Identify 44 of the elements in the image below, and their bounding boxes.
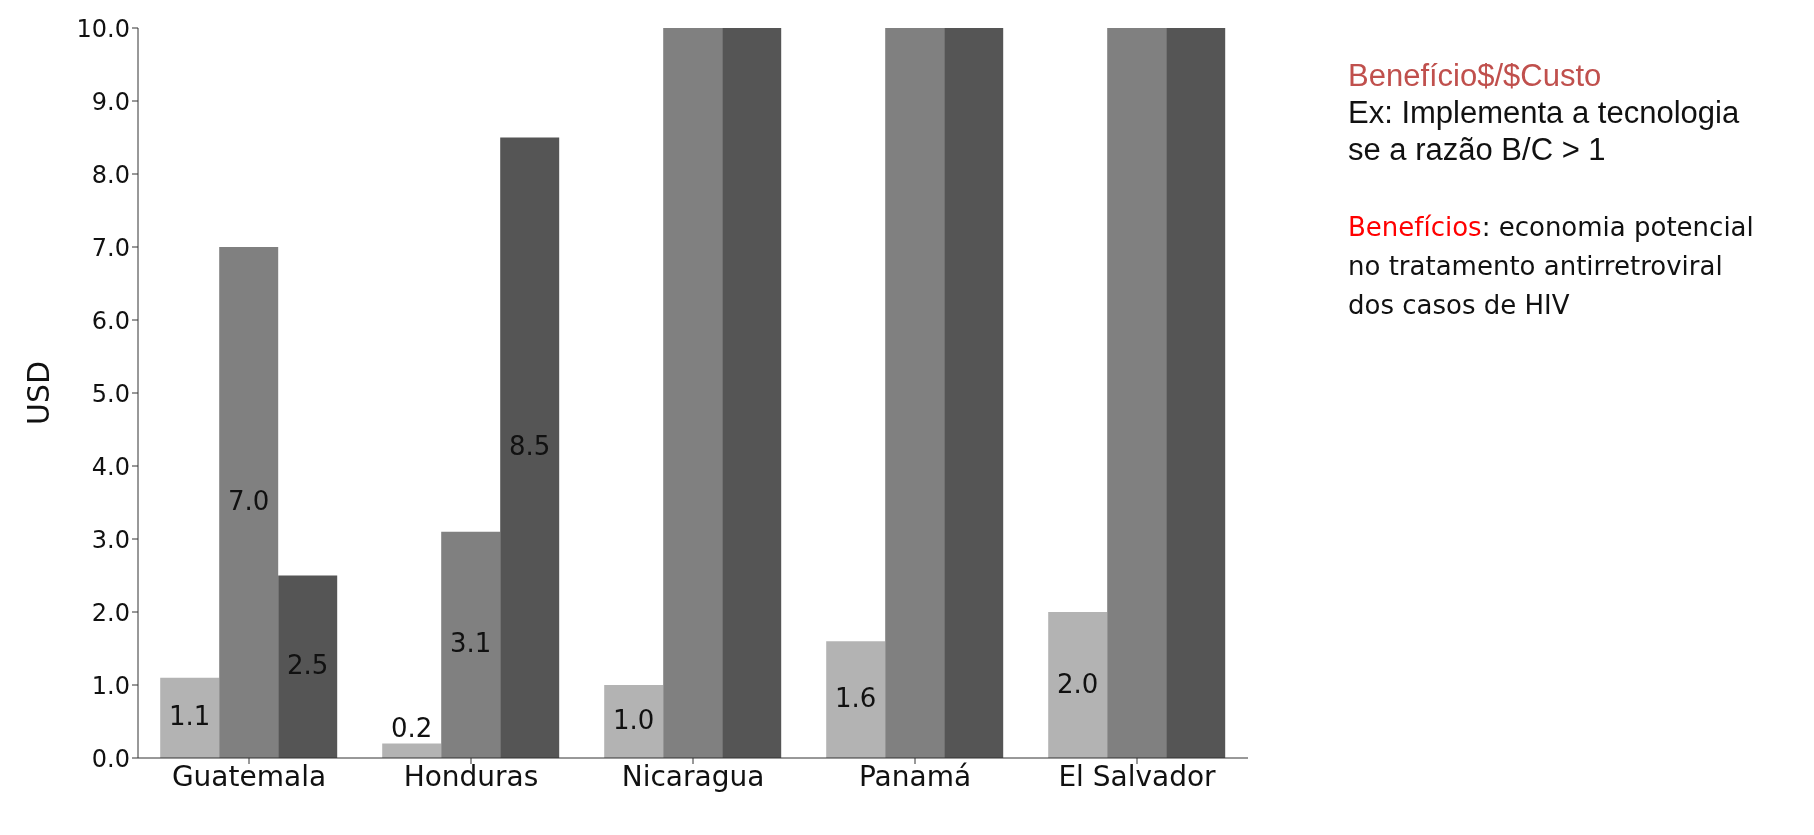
x-tick-label: Panamá: [858, 759, 972, 793]
data-label: 7.0: [228, 486, 270, 516]
bar: [663, 28, 723, 758]
x-tick-label: Nicaragua: [621, 759, 765, 793]
text: Benefícios: economia potencial no tratamento antirretroviral dos casos de HIV: [1348, 211, 1755, 323]
data-label: 1.1: [169, 701, 211, 732]
y-tick-label: 10.0: [76, 14, 130, 43]
text: Ex: Implementa a tecnologia se a razão B/C > 1: [1348, 94, 1741, 169]
bar: [944, 28, 1004, 758]
bar: [382, 743, 442, 758]
bar: [219, 247, 279, 758]
data-label: 2.5: [287, 650, 329, 681]
data-label: 3.1: [450, 628, 492, 659]
y-tick-label: 3.0: [91, 525, 130, 554]
data-label: 1.6: [835, 683, 877, 714]
y-tick-label: 1.0: [91, 671, 130, 700]
y-tick-label: 0.0: [91, 744, 130, 773]
bar: [722, 28, 782, 758]
bar: [826, 641, 886, 758]
bar: [1107, 28, 1167, 758]
bar: [604, 685, 664, 758]
y-tick-label: 2.0: [91, 598, 130, 627]
bar: [885, 28, 945, 758]
data-label: 1.0: [613, 705, 655, 735]
x-tick-label: Honduras: [403, 759, 539, 793]
text: Benefício$/$Custo: [1348, 58, 1603, 94]
bar: [1166, 28, 1226, 758]
data-label: 0.2: [391, 712, 433, 743]
bar: [1048, 612, 1108, 758]
x-tick-label: Guatemala: [171, 759, 327, 793]
bar: [500, 137, 560, 758]
bar: [278, 575, 338, 758]
y-axis-title: USD: [20, 360, 56, 426]
y-tick-label: 6.0: [91, 306, 130, 335]
y-tick-label: 8.0: [91, 160, 130, 189]
data-label: 2.0: [1057, 668, 1099, 699]
x-tick-label: El Salvador: [1058, 759, 1217, 793]
data-label: 8.5: [509, 431, 551, 462]
y-tick-label: 9.0: [91, 87, 130, 116]
y-tick-label: 7.0: [91, 233, 130, 262]
bar: [441, 531, 501, 758]
bar: [160, 677, 220, 758]
y-tick-label: 5.0: [91, 379, 130, 408]
y-tick-label: 4.0: [91, 452, 130, 481]
